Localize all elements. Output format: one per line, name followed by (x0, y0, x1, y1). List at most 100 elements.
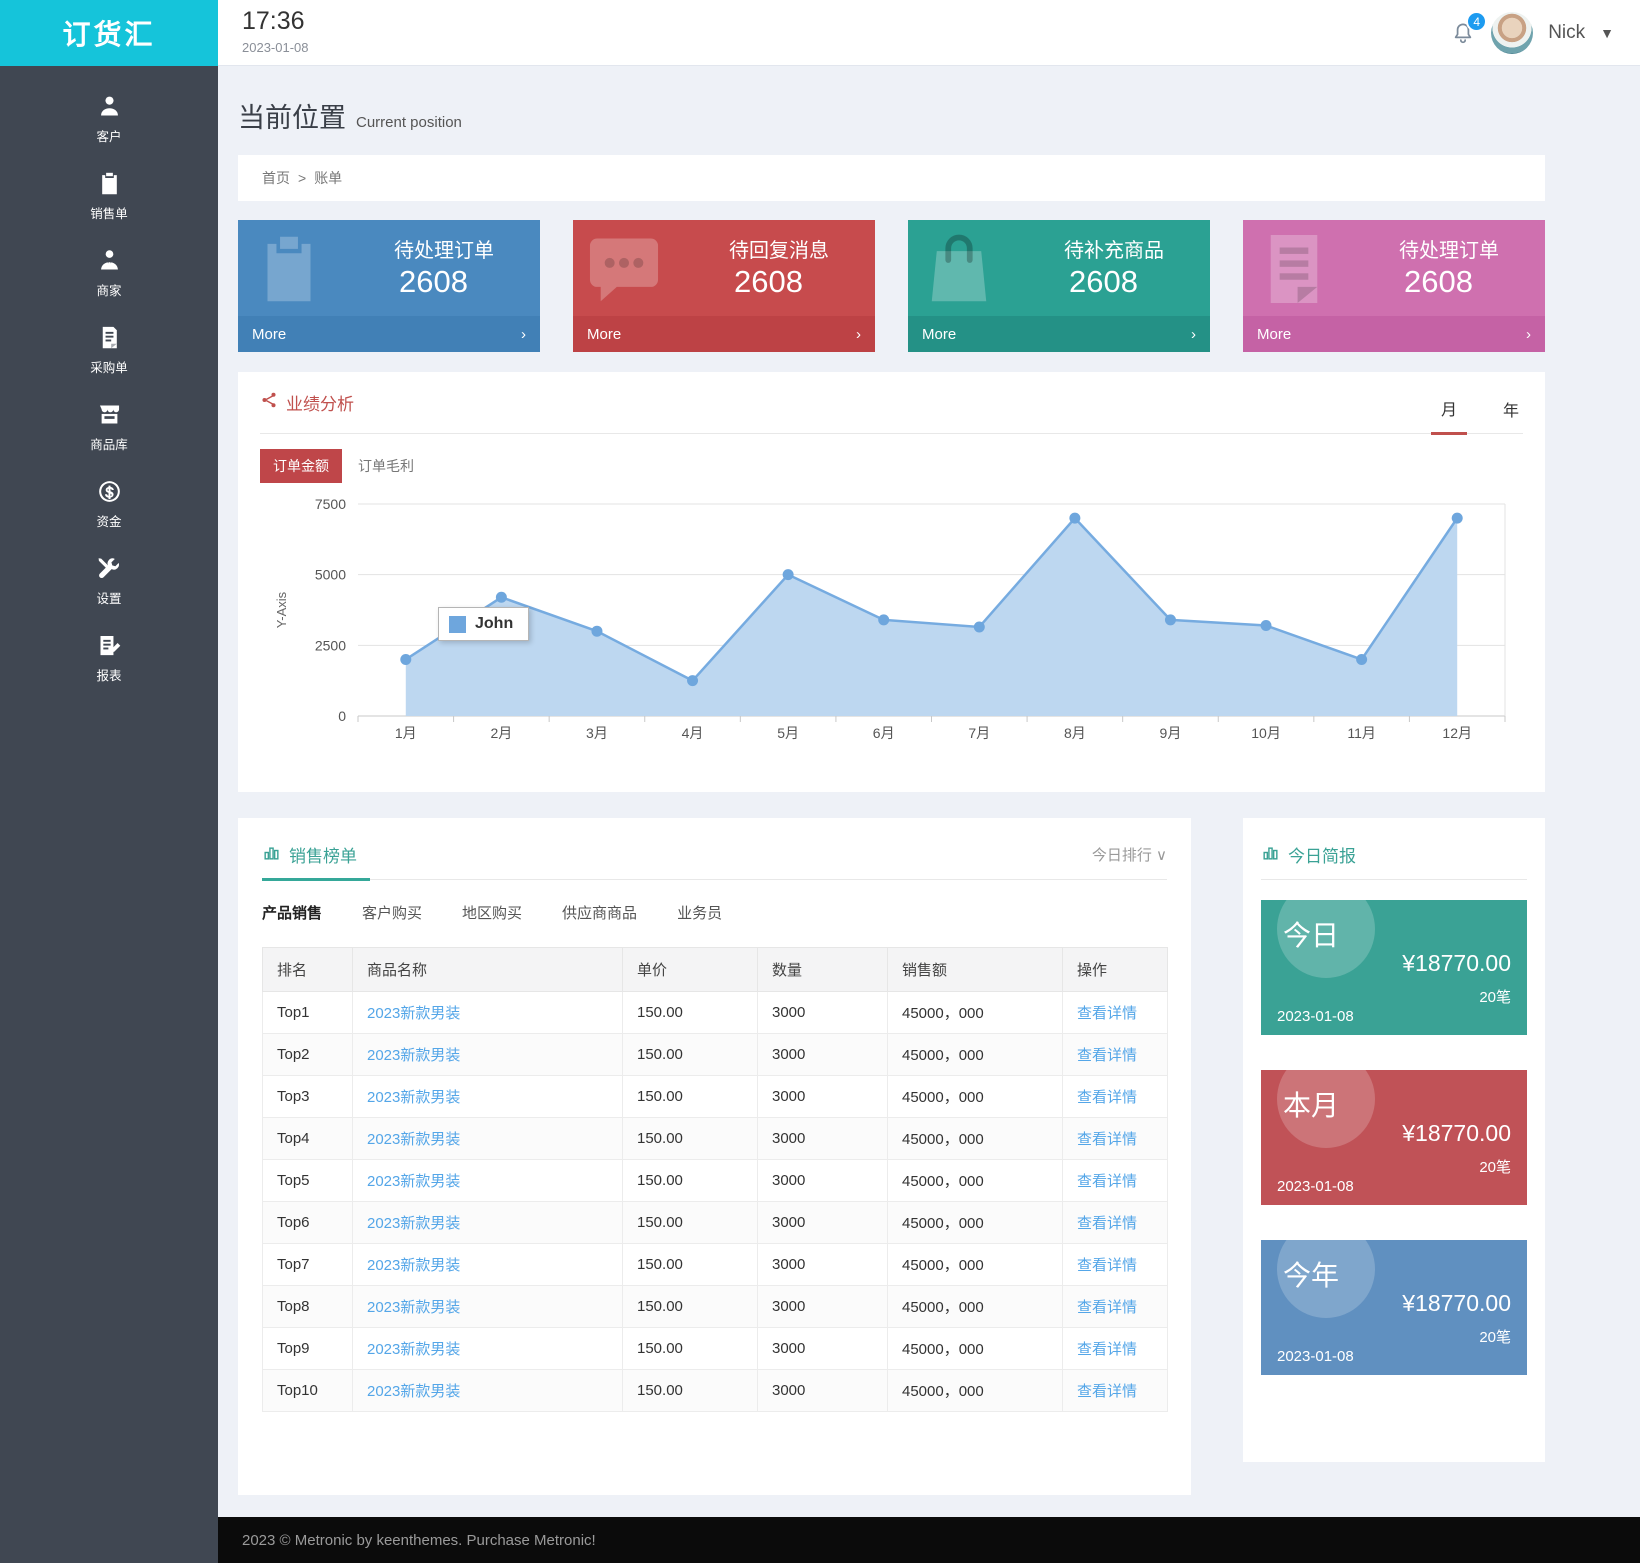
user-name[interactable]: Nick (1548, 22, 1586, 43)
table-row: Top10 2023新款男装 150.00 3000 45000，000 查看详情 (262, 1369, 1168, 1412)
chart-point[interactable] (1164, 614, 1176, 626)
quantity-cell: 3000 (757, 1243, 888, 1286)
sales-tab-业务员[interactable]: 业务员 (677, 905, 723, 922)
sales-tab-产品销售[interactable]: 产品销售 (262, 905, 323, 922)
product-name-cell: 2023新款男装 (352, 991, 623, 1034)
period-toggle-month[interactable]: 月 (1430, 396, 1467, 435)
product-link[interactable]: 2023新款男装 (367, 1047, 461, 1064)
sales-tab-客户购买[interactable]: 客户购买 (362, 905, 423, 922)
stat-card-待处理订单[interactable]: 待处理订单 2608 More › (238, 220, 540, 352)
sales-tab-地区购买[interactable]: 地区购买 (462, 905, 523, 922)
chevron-right-icon: › (521, 325, 526, 343)
amount-cell: 45000，000 (887, 1033, 1063, 1076)
brief-card-count: 20笔 (1479, 989, 1511, 1006)
view-detail-link[interactable]: 查看详情 (1077, 1341, 1138, 1358)
brief-card-今日[interactable]: 今日 ¥18770.00 20笔 2023-01-08 (1261, 900, 1527, 1035)
notifications-button[interactable]: 4 (1450, 11, 1488, 46)
sidebar-item-客户[interactable]: 客户 (0, 80, 218, 157)
view-detail-link[interactable]: 查看详情 (1077, 1383, 1138, 1400)
chart-point[interactable] (687, 675, 699, 687)
period-toggle-year[interactable]: 年 (1502, 403, 1519, 420)
column-header-商品名称: 商品名称 (352, 947, 623, 992)
product-link[interactable]: 2023新款男装 (367, 1131, 461, 1148)
amount-cell: 45000，000 (887, 1285, 1063, 1328)
bag-icon (916, 226, 1002, 312)
stat-card-more[interactable]: More › (1243, 316, 1545, 352)
stat-card-待回复消息[interactable]: 待回复消息 2608 More › (573, 220, 875, 352)
tab-order-profit[interactable]: 订单毛利 (358, 458, 414, 474)
svg-text:11月: 11月 (1347, 725, 1376, 741)
view-detail-link[interactable]: 查看详情 (1077, 1257, 1138, 1274)
chart-point[interactable] (1260, 620, 1272, 632)
sidebar-item-商家[interactable]: 商家 (0, 234, 218, 311)
column-header-操作: 操作 (1062, 947, 1168, 992)
chart-point[interactable] (1069, 512, 1081, 524)
chart-point[interactable] (591, 625, 603, 637)
sort-dropdown[interactable]: 今日排行 ∨ (1091, 847, 1167, 864)
sidebar-item-报表[interactable]: 报表 (0, 619, 218, 696)
product-link[interactable]: 2023新款男装 (367, 1341, 461, 1358)
sidebar-item-资金[interactable]: 资金 (0, 465, 218, 542)
chart-point[interactable] (782, 569, 794, 581)
product-link[interactable]: 2023新款男装 (367, 1089, 461, 1106)
sidebar-item-label: 客户 (96, 129, 122, 144)
stat-card-more[interactable]: More › (908, 316, 1210, 352)
rank-cell: Top7 (262, 1243, 353, 1286)
stat-card-more[interactable]: More › (238, 316, 540, 352)
view-detail-link[interactable]: 查看详情 (1077, 1047, 1138, 1064)
table-row: Top1 2023新款男装 150.00 3000 45000，000 查看详情 (262, 991, 1168, 1034)
tab-order-amount[interactable]: 订单金额 (260, 449, 342, 483)
quantity-cell: 3000 (757, 1201, 888, 1244)
sales-tab-供应商商品[interactable]: 供应商商品 (562, 905, 638, 922)
stat-card-more[interactable]: More › (573, 316, 875, 352)
stat-card-待处理订单[interactable]: 待处理订单 2608 More › (1243, 220, 1545, 352)
column-header-数量: 数量 (757, 947, 888, 992)
product-link[interactable]: 2023新款男装 (367, 1173, 461, 1190)
stat-card-value: 2608 (1404, 264, 1473, 299)
purchase-order-icon (96, 324, 123, 351)
brief-card-本月[interactable]: 本月 ¥18770.00 20笔 2023-01-08 (1261, 1070, 1527, 1205)
product-link[interactable]: 2023新款男装 (367, 1257, 461, 1274)
chart-point[interactable] (1356, 653, 1368, 665)
page-footer: 2023 © Metronic by keenthemes. Purchase … (218, 1517, 1640, 1563)
view-detail-link[interactable]: 查看详情 (1077, 1005, 1138, 1022)
sidebar-item-采购单[interactable]: 采购单 (0, 311, 218, 388)
product-link[interactable]: 2023新款男装 (367, 1383, 461, 1400)
rank-cell: Top4 (262, 1117, 353, 1160)
chart-point[interactable] (495, 591, 507, 603)
avatar[interactable] (1491, 12, 1534, 54)
chevron-down-icon[interactable]: ▼ (1600, 25, 1614, 41)
sidebar-item-销售单[interactable]: 销售单 (0, 157, 218, 234)
chart-point[interactable] (973, 621, 985, 633)
sidebar-item-label: 资金 (96, 514, 122, 529)
action-cell: 查看详情 (1062, 1327, 1168, 1370)
product-link[interactable]: 2023新款男装 (367, 1299, 461, 1316)
sidebar-item-商品库[interactable]: 商品库 (0, 388, 218, 465)
content-area: 当前位置 Current position 首页 > 账单 待处理订单 2608 Mo… (218, 66, 1640, 1517)
table-row: Top7 2023新款男装 150.00 3000 45000，000 查看详情 (262, 1243, 1168, 1286)
header-right: 4 Nick ▼ (1450, 0, 1614, 66)
chart-point[interactable] (878, 614, 890, 626)
brief-card-今年[interactable]: 今年 ¥18770.00 20笔 2023-01-08 (1261, 1240, 1527, 1375)
view-detail-link[interactable]: 查看详情 (1077, 1299, 1138, 1316)
product-link[interactable]: 2023新款男装 (367, 1005, 461, 1022)
breadcrumb-home[interactable]: 首页 (262, 170, 290, 186)
view-detail-link[interactable]: 查看详情 (1077, 1215, 1138, 1232)
product-link[interactable]: 2023新款男装 (367, 1215, 461, 1232)
quantity-cell: 3000 (757, 1117, 888, 1160)
chart-point[interactable] (400, 653, 412, 665)
user-icon (96, 93, 123, 120)
chevron-right-icon: › (1191, 325, 1196, 343)
rank-cell: Top6 (262, 1201, 353, 1244)
view-detail-link[interactable]: 查看详情 (1077, 1173, 1138, 1190)
chat-icon (581, 226, 667, 312)
price-cell: 150.00 (622, 1369, 758, 1412)
chart-point[interactable] (1451, 512, 1463, 524)
view-detail-link[interactable]: 查看详情 (1077, 1089, 1138, 1106)
price-cell: 150.00 (622, 1075, 758, 1118)
sidebar-item-设置[interactable]: 设置 (0, 542, 218, 619)
stat-card-待补充商品[interactable]: 待补充商品 2608 More › (908, 220, 1210, 352)
view-detail-link[interactable]: 查看详情 (1077, 1131, 1138, 1148)
action-cell: 查看详情 (1062, 1159, 1168, 1202)
